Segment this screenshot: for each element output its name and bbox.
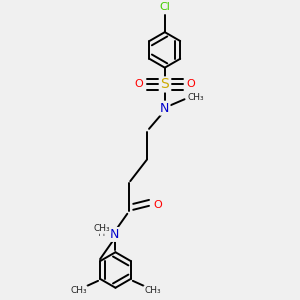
Text: S: S — [160, 77, 169, 92]
Text: CH₃: CH₃ — [144, 286, 161, 295]
Text: N: N — [110, 228, 119, 241]
Text: O: O — [135, 80, 143, 89]
Text: H: H — [98, 229, 106, 238]
Text: Cl: Cl — [159, 2, 170, 13]
Text: CH₃: CH₃ — [94, 224, 110, 233]
Text: CH₃: CH₃ — [70, 286, 87, 295]
Text: N: N — [160, 102, 170, 115]
Text: O: O — [154, 200, 162, 210]
Text: CH₃: CH₃ — [187, 93, 204, 102]
Text: O: O — [186, 80, 195, 89]
